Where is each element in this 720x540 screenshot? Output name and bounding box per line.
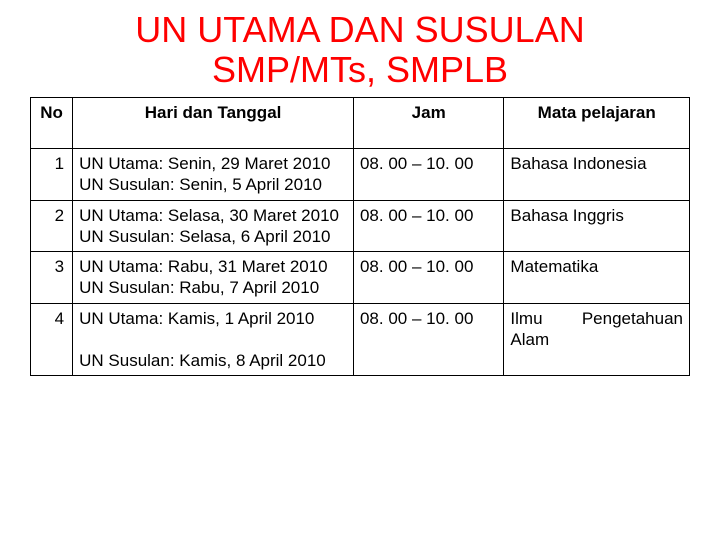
cell-jam: 08. 00 – 10. 00 bbox=[353, 200, 503, 252]
cell-mapel: Matematika bbox=[504, 252, 690, 304]
hari-susulan: UN Susulan: Kamis, 8 April 2010 bbox=[79, 351, 326, 370]
hari-utama: UN Utama: Rabu, 31 Maret 2010 bbox=[79, 257, 328, 276]
cell-mapel: Bahasa Inggris bbox=[504, 200, 690, 252]
table-row: 2 UN Utama: Selasa, 30 Maret 2010 UN Sus… bbox=[31, 200, 690, 252]
cell-no: 1 bbox=[31, 149, 73, 201]
hari-utama: UN Utama: Kamis, 1 April 2010 bbox=[79, 309, 314, 328]
mapel-word-2: Pengetahuan bbox=[582, 308, 683, 329]
col-header-no: No bbox=[31, 98, 73, 149]
schedule-table: No Hari dan Tanggal Jam Mata pelajaran 1… bbox=[30, 97, 690, 376]
mapel-word-1: Ilmu bbox=[510, 308, 542, 329]
hari-utama: UN Utama: Selasa, 30 Maret 2010 bbox=[79, 206, 339, 225]
cell-no: 3 bbox=[31, 252, 73, 304]
slide-page: UN UTAMA DAN SUSULAN SMP/MTs, SMPLB No H… bbox=[0, 0, 720, 540]
hari-susulan: UN Susulan: Rabu, 7 April 2010 bbox=[79, 278, 319, 297]
hari-susulan: UN Susulan: Senin, 5 April 2010 bbox=[79, 175, 322, 194]
col-header-jam: Jam bbox=[353, 98, 503, 149]
title-line-2: SMP/MTs, SMPLB bbox=[212, 49, 508, 90]
cell-hari: UN Utama: Selasa, 30 Maret 2010 UN Susul… bbox=[73, 200, 354, 252]
mapel-word-3: Alam bbox=[510, 330, 549, 349]
table-header-row: No Hari dan Tanggal Jam Mata pelajaran bbox=[31, 98, 690, 149]
cell-jam: 08. 00 – 10. 00 bbox=[353, 252, 503, 304]
cell-no: 4 bbox=[31, 303, 73, 376]
table-row: 3 UN Utama: Rabu, 31 Maret 2010 UN Susul… bbox=[31, 252, 690, 304]
col-header-mapel: Mata pelajaran bbox=[504, 98, 690, 149]
hari-susulan: UN Susulan: Selasa, 6 April 2010 bbox=[79, 227, 330, 246]
cell-jam: 08. 00 – 10. 00 bbox=[353, 149, 503, 201]
col-header-hari: Hari dan Tanggal bbox=[73, 98, 354, 149]
cell-hari: UN Utama: Rabu, 31 Maret 2010 UN Susulan… bbox=[73, 252, 354, 304]
cell-mapel: Bahasa Indonesia bbox=[504, 149, 690, 201]
cell-no: 2 bbox=[31, 200, 73, 252]
table-row: 4 UN Utama: Kamis, 1 April 2010 UN Susul… bbox=[31, 303, 690, 376]
title-line-1: UN UTAMA DAN SUSULAN bbox=[135, 9, 584, 50]
cell-jam: 08. 00 – 10. 00 bbox=[353, 303, 503, 376]
cell-hari: UN Utama: Kamis, 1 April 2010 UN Susulan… bbox=[73, 303, 354, 376]
cell-hari: UN Utama: Senin, 29 Maret 2010 UN Susula… bbox=[73, 149, 354, 201]
cell-mapel: Ilmu Pengetahuan Alam bbox=[504, 303, 690, 376]
hari-utama: UN Utama: Senin, 29 Maret 2010 bbox=[79, 154, 330, 173]
table-row: 1 UN Utama: Senin, 29 Maret 2010 UN Susu… bbox=[31, 149, 690, 201]
page-title: UN UTAMA DAN SUSULAN SMP/MTs, SMPLB bbox=[30, 10, 690, 89]
